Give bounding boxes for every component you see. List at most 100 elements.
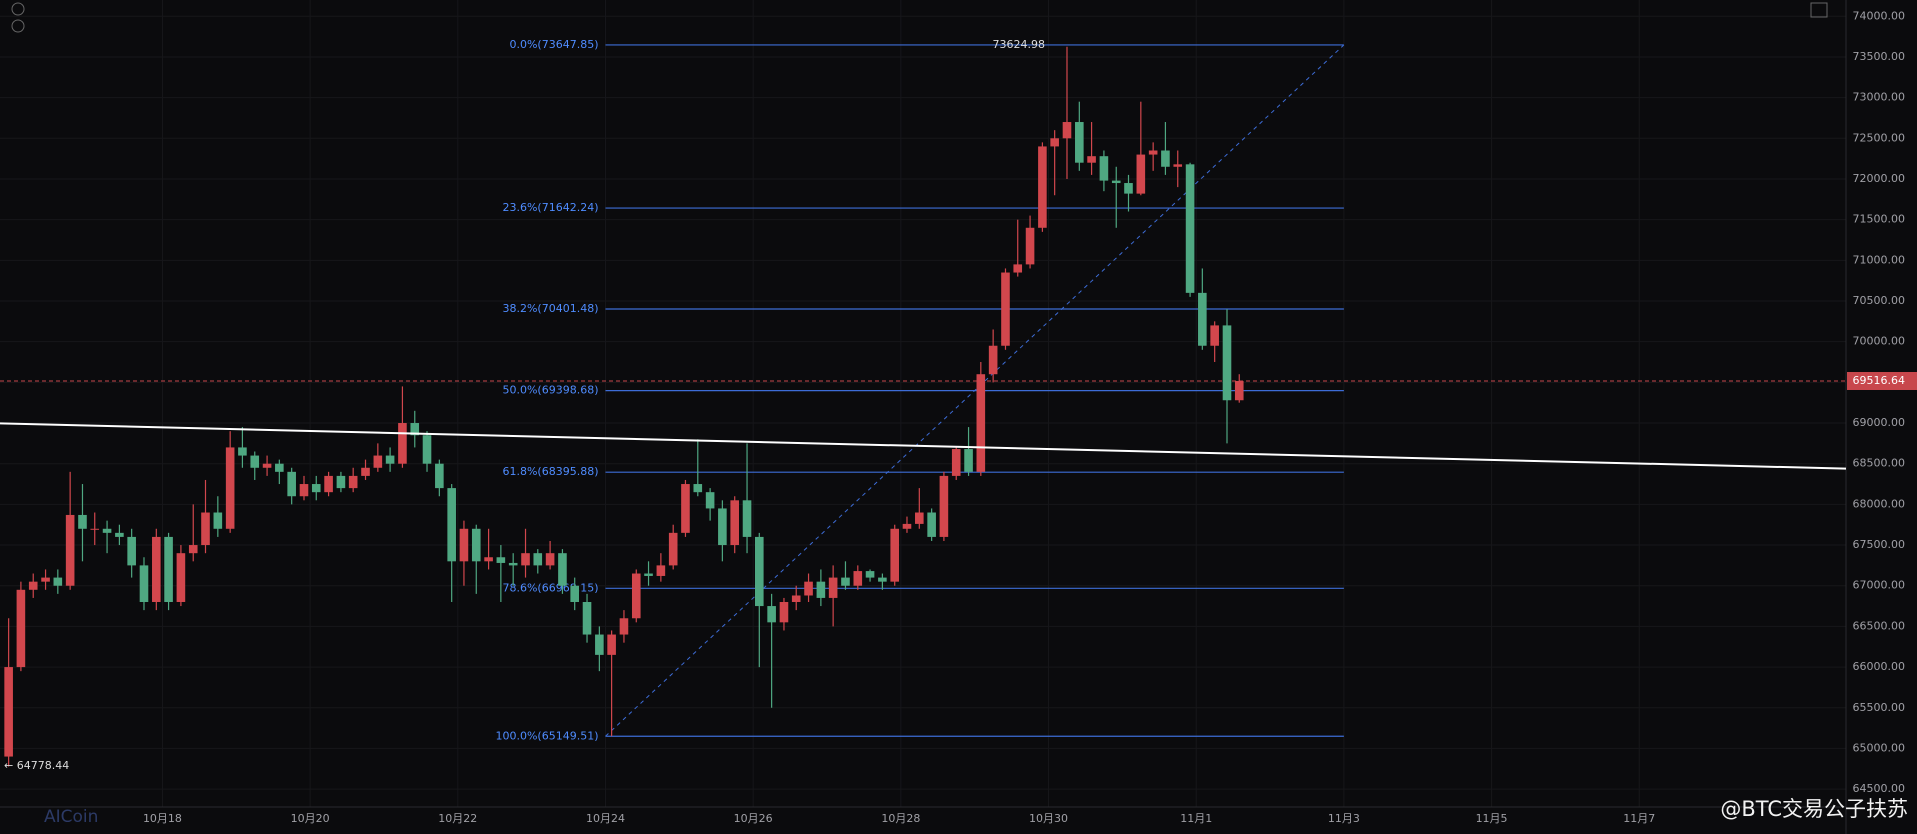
candle-body bbox=[988, 345, 998, 375]
candle-body bbox=[410, 423, 420, 436]
candle-body bbox=[828, 577, 838, 598]
fib-label: 78.6%(66968.15) bbox=[502, 581, 598, 594]
y-tick-label: 65000.00 bbox=[1853, 741, 1906, 754]
candle-body bbox=[1099, 156, 1109, 181]
x-tick-label: 11月3 bbox=[1328, 812, 1360, 825]
candle-body bbox=[693, 484, 703, 493]
candle-body bbox=[484, 557, 493, 562]
candle-body bbox=[78, 514, 87, 529]
icon[interactable] bbox=[1810, 2, 1828, 18]
candle-body bbox=[816, 581, 826, 598]
trend-line bbox=[0, 422, 1847, 470]
candle-body bbox=[164, 536, 173, 602]
candle-body bbox=[385, 455, 395, 464]
candle-body bbox=[730, 500, 740, 546]
logo: AICoin bbox=[44, 807, 98, 827]
candle-body bbox=[1075, 122, 1084, 163]
candle-body bbox=[1173, 164, 1183, 167]
candle-body bbox=[927, 512, 936, 537]
candle-body bbox=[225, 447, 235, 529]
candle-body bbox=[188, 545, 198, 554]
candle-body bbox=[853, 571, 863, 586]
x-tick-label: 10月26 bbox=[734, 812, 773, 825]
y-tick-label: 67000.00 bbox=[1853, 579, 1906, 592]
candle-body bbox=[915, 512, 924, 524]
candle-body bbox=[422, 435, 432, 464]
candle-body bbox=[804, 581, 813, 596]
last-price-box bbox=[1847, 371, 1917, 390]
x-tick-label: 11月1 bbox=[1180, 812, 1212, 825]
icon[interactable] bbox=[11, 2, 25, 16]
candle-body bbox=[545, 553, 555, 566]
candle-body bbox=[152, 536, 161, 602]
fib-diagonal bbox=[605, 44, 1345, 737]
candle-body bbox=[1210, 325, 1219, 346]
candle-body bbox=[939, 475, 949, 537]
candle-body bbox=[435, 463, 444, 489]
fib-label: 61.8%(68395.88) bbox=[502, 465, 598, 478]
candle-body bbox=[102, 528, 112, 533]
icon[interactable] bbox=[11, 19, 25, 33]
y-tick-label: 72000.00 bbox=[1853, 172, 1906, 185]
candle-body bbox=[496, 557, 506, 563]
x-tick-label: 11月5 bbox=[1476, 812, 1508, 825]
candle-body bbox=[1001, 272, 1010, 346]
candle-body bbox=[1013, 264, 1023, 273]
candle-body bbox=[398, 423, 407, 464]
candle-body bbox=[582, 601, 592, 635]
candle-body bbox=[681, 484, 690, 533]
fib-label: 0.0%(73647.85) bbox=[509, 38, 598, 51]
candle-body bbox=[1148, 150, 1158, 155]
y-tick-label: 68000.00 bbox=[1853, 497, 1906, 510]
candle-body bbox=[1025, 227, 1035, 265]
candle-body bbox=[201, 512, 210, 546]
candle-body bbox=[742, 500, 752, 537]
watermark: @BTC交易公子扶苏 bbox=[1720, 797, 1908, 821]
candle-body bbox=[878, 577, 887, 582]
x-tick-label: 10月28 bbox=[881, 812, 920, 825]
candle-body bbox=[115, 532, 124, 537]
candle-body bbox=[533, 553, 543, 566]
candle-body bbox=[53, 577, 63, 586]
candle-body bbox=[668, 532, 678, 566]
candle-body bbox=[767, 606, 776, 623]
candle-body bbox=[324, 475, 333, 493]
candle-body bbox=[644, 573, 653, 576]
candle-body bbox=[213, 512, 223, 529]
candle-body bbox=[705, 492, 715, 509]
x-tick-label: 10月18 bbox=[143, 812, 182, 825]
high-annotation: 73624.98 bbox=[993, 38, 1046, 51]
candle-body bbox=[1111, 180, 1121, 184]
fib-label: 38.2%(70401.48) bbox=[502, 302, 598, 315]
candle-body bbox=[287, 471, 296, 497]
candle-body bbox=[865, 571, 875, 578]
candle-body bbox=[631, 573, 641, 619]
y-tick-label: 70500.00 bbox=[1853, 294, 1906, 307]
candle-body bbox=[1185, 164, 1195, 293]
candle-body bbox=[1062, 122, 1072, 139]
candle-body bbox=[1124, 183, 1133, 194]
candle-body bbox=[471, 528, 481, 562]
candle-body bbox=[1198, 292, 1207, 346]
candle-body bbox=[841, 577, 850, 586]
candle-body bbox=[521, 553, 530, 566]
candle-body bbox=[656, 565, 666, 576]
fib-label: 100.0%(65149.51) bbox=[495, 729, 598, 742]
candle-body bbox=[570, 585, 579, 602]
candle-body bbox=[262, 463, 272, 468]
candle-body bbox=[619, 618, 629, 635]
candle-body bbox=[718, 508, 727, 546]
candle-body bbox=[1161, 150, 1170, 167]
y-tick-label: 64500.00 bbox=[1853, 782, 1906, 795]
fib-label: 50.0%(69398.68) bbox=[502, 384, 598, 397]
y-tick-label: 72500.00 bbox=[1853, 131, 1906, 144]
candle-body bbox=[902, 523, 912, 529]
candle-body bbox=[558, 553, 567, 586]
x-tick-label: 10月20 bbox=[291, 812, 330, 825]
candle-body bbox=[65, 514, 75, 586]
candle-body bbox=[127, 536, 136, 566]
candle-body bbox=[595, 634, 604, 655]
